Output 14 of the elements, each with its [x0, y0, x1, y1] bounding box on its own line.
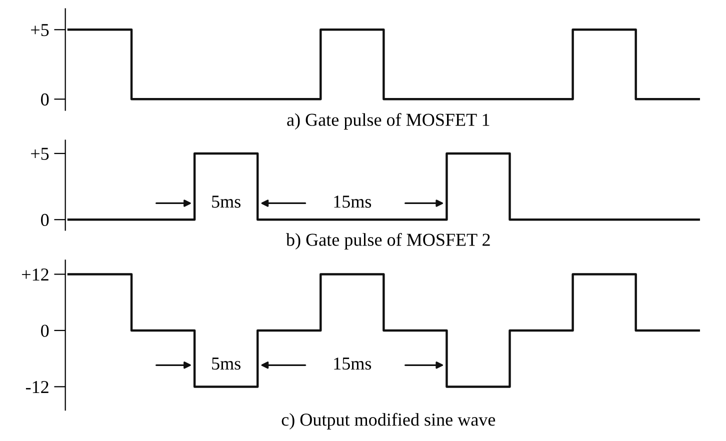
- x-axis-title: c) Output modified sine wave: [282, 412, 496, 430]
- y-tick-label: 0: [41, 324, 49, 337]
- annotation: 5ms: [212, 358, 240, 370]
- y-tick-label: +5: [31, 24, 49, 36]
- y-tick-label: 0: [41, 214, 49, 226]
- annotation: 5ms: [212, 196, 240, 208]
- x-axis-title: b) Gate pulse of MOSFET 2: [286, 232, 490, 250]
- annotation: 15ms: [334, 358, 372, 370]
- y-tick-label: -12: [26, 381, 48, 393]
- x-axis-title: a) Gate pulse of MOSFET 1: [287, 113, 490, 130]
- y-tick-label: +12: [22, 268, 48, 281]
- y-tick-label: +5: [31, 148, 49, 160]
- y-tick-label: 0: [41, 93, 49, 106]
- annotation: 15ms: [334, 196, 372, 208]
